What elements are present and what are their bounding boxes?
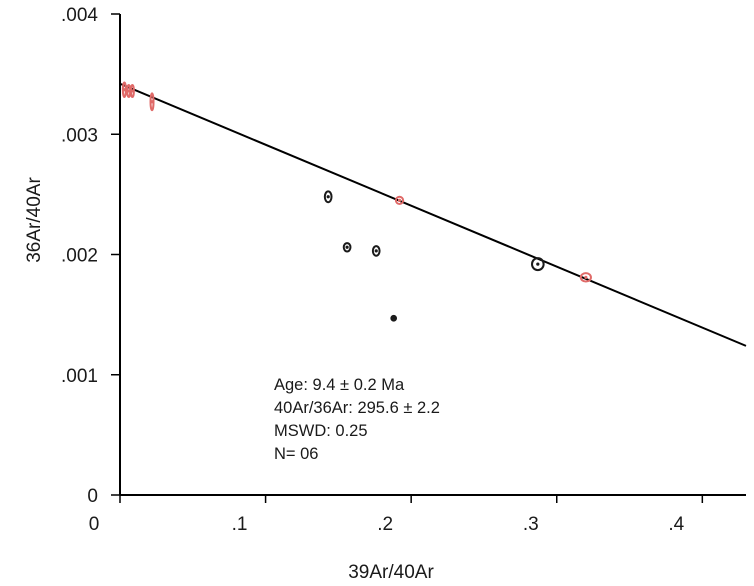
x-tick-label: .1: [232, 514, 248, 535]
y-tick-label: .004: [61, 5, 98, 26]
x-axis-ticks: 0 .1 .2 .3 .4: [89, 495, 704, 535]
data-point: [326, 195, 330, 199]
y-tick-label: 0: [87, 486, 98, 507]
y-axis-ticks: 0 .001 .002 .003 .004: [61, 5, 120, 507]
x-tick-label: .2: [377, 514, 393, 535]
data-point: [397, 198, 402, 202]
y-axis-label: 36Ar/40Ar: [24, 177, 45, 263]
data-points: [121, 81, 592, 322]
error-ellipse: [342, 242, 352, 253]
data-point: [536, 262, 540, 266]
stats-annotation: Age: 9.4 ± 0.2 Ma 40Ar/36Ar: 295.6 ± 2.2 M…: [274, 376, 440, 463]
error-ellipse: [394, 195, 405, 205]
error-ellipse: [371, 245, 381, 257]
y-tick-label: .002: [61, 246, 98, 267]
error-ellipse: [530, 257, 545, 272]
data-point: [392, 316, 396, 320]
x-tick-label: .3: [523, 514, 539, 535]
error-ellipse: [579, 272, 592, 283]
data-point: [345, 245, 349, 249]
data-point: [150, 100, 154, 104]
data-point: [584, 275, 588, 279]
error-ellipse: [390, 314, 398, 322]
annotation-line: Age: 9.4 ± 0.2 Ma: [274, 376, 405, 394]
annotation-line: 40Ar/36Ar: 295.6 ± 2.2: [274, 399, 440, 417]
annotation-line: N= 06: [274, 445, 319, 463]
x-tick-label: 0: [89, 514, 100, 535]
data-point: [122, 88, 126, 92]
isochron-regression-line: [119, 82, 747, 347]
fit-line: [119, 82, 747, 347]
y-tick-label: .003: [61, 125, 98, 146]
data-point: [374, 249, 378, 253]
x-axis-label: 39Ar/40Ar: [348, 562, 434, 583]
x-tick-label: .4: [668, 514, 684, 535]
annotation-line: MSWD: 0.25: [274, 422, 368, 440]
plot-frame: [119, 14, 746, 496]
data-point: [130, 89, 134, 93]
data-point: [127, 89, 131, 93]
error-ellipse: [323, 190, 333, 204]
y-tick-label: .001: [61, 366, 98, 387]
